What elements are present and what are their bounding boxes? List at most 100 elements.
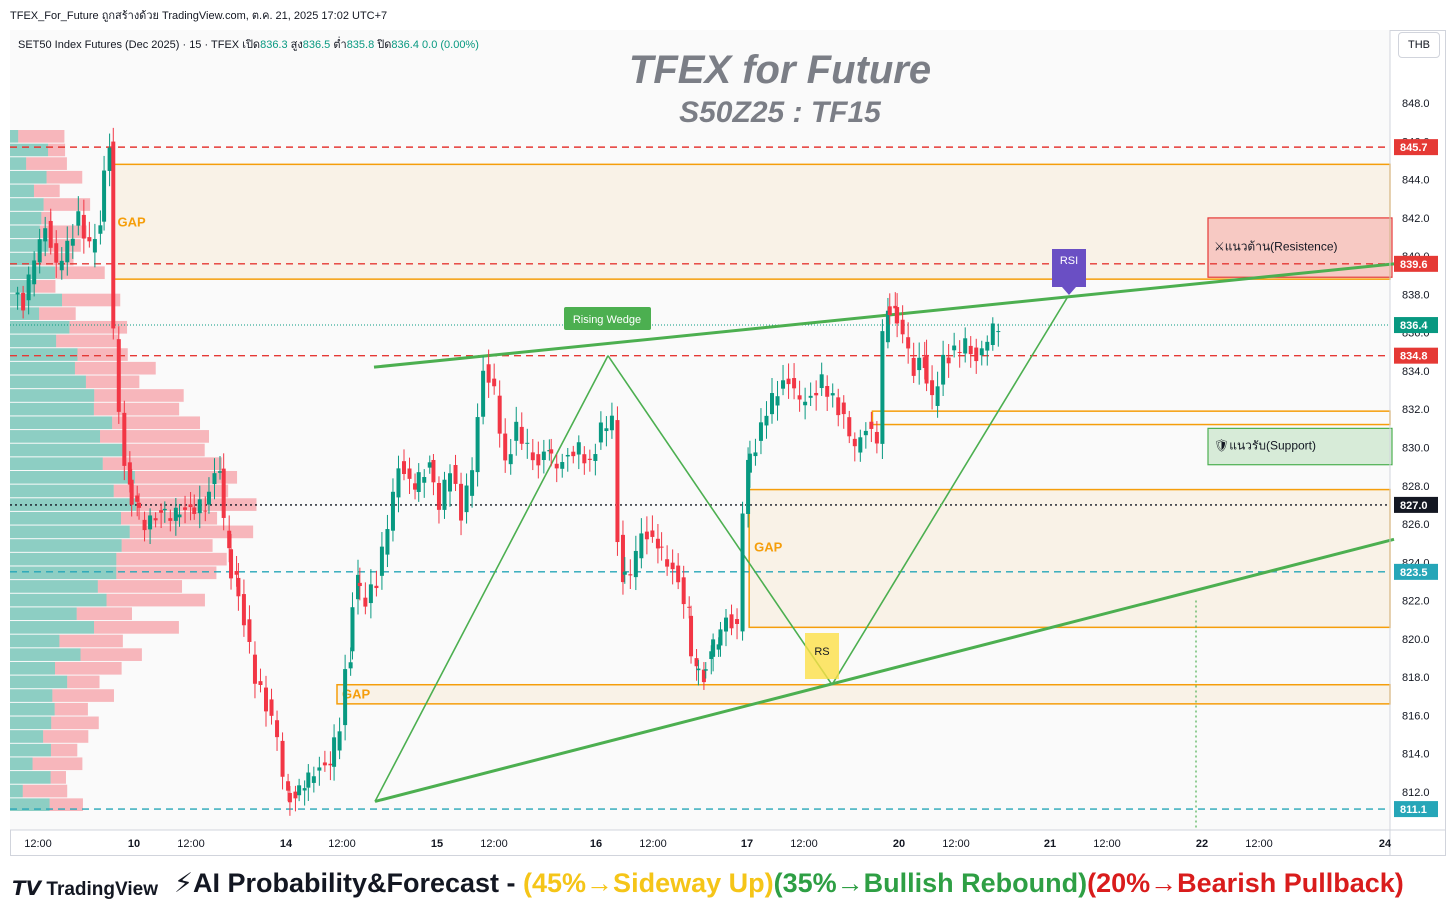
candle-body (935, 386, 940, 406)
annotations-layer: Rising Wedge RSI RS (564, 249, 1086, 679)
symbol-legend[interactable]: SET50 Index Futures (Dec 2025) · 15 · TF… (18, 35, 479, 53)
candle-body (453, 465, 458, 484)
candle-body (252, 654, 257, 684)
support-label: 🛡แนวรับ(Support) (1214, 438, 1316, 452)
candle-body (979, 348, 984, 356)
candle-body (436, 483, 441, 510)
candle-body (622, 571, 627, 575)
plot-background (10, 30, 1390, 830)
candle-body (475, 417, 480, 473)
volume-bar-sell (97, 580, 183, 593)
candle-body (885, 310, 890, 343)
candle-body (390, 491, 395, 531)
candle-body (775, 396, 780, 406)
volume-bar-sell (74, 361, 156, 375)
candle-body (464, 485, 469, 513)
candle-body (92, 239, 97, 253)
candle-body (900, 319, 905, 335)
candle-body (416, 472, 421, 493)
candle-body (770, 393, 774, 415)
time-tick-label: 24 (1379, 838, 1392, 850)
candle-body (633, 550, 638, 578)
open-label: เปิด (242, 39, 261, 51)
candle-body (911, 357, 916, 376)
price-tick-label: 812.0 (1402, 787, 1430, 799)
candle-body (644, 531, 649, 540)
price-tag-label: 836.4 (1400, 320, 1428, 332)
volume-bar-sell (26, 157, 67, 170)
volume-bar-buy (10, 716, 52, 730)
candle-body (234, 571, 239, 575)
candle-body (565, 454, 570, 457)
candle-body (183, 507, 188, 510)
resistance-zone (1207, 217, 1393, 278)
candle-body (746, 459, 751, 514)
volume-bar-sell (51, 716, 99, 730)
price-tag-label: 839.6 (1400, 259, 1428, 271)
time-tick-label: 12:00 (328, 838, 356, 850)
volume-bar-buy (10, 143, 49, 157)
low-value: 835.8 (346, 39, 375, 51)
candle-body (206, 491, 211, 505)
volume-profile (10, 130, 257, 811)
candle-body (317, 767, 322, 771)
volume-bar-buy (10, 757, 33, 771)
candle-body (689, 615, 694, 657)
candle-body (665, 559, 670, 567)
volume-bar-buy (10, 307, 40, 320)
candle-body (620, 534, 625, 583)
candle-body (541, 451, 546, 461)
candle-body (497, 395, 502, 434)
chart-canvas[interactable]: GAP GAP GAP ⚔แนวต้าน(Resistence) 🛡แนวรับ(Sup… (10, 30, 1446, 856)
volume-bar-sell (39, 307, 76, 320)
trendlines-layer (373, 262, 1395, 803)
volume-bar-buy (10, 593, 107, 607)
candle-body (203, 510, 208, 512)
time-tick-label: 12:00 (1245, 838, 1273, 850)
candle-body (946, 357, 951, 364)
volume-bar-sell (49, 798, 83, 811)
volume-bar-sell (48, 239, 81, 252)
time-tick-label: 12:00 (639, 838, 667, 850)
candle-body (974, 347, 979, 362)
candle-body (102, 170, 107, 222)
volume-bar-sell (22, 784, 68, 798)
candle-body (887, 306, 892, 316)
candle-body (332, 737, 337, 767)
candle-body (797, 395, 802, 400)
candle-body (368, 584, 373, 604)
currency-button[interactable]: THB (1398, 32, 1440, 58)
candle-body (258, 681, 263, 686)
candle-body (615, 420, 620, 543)
volume-bar-buy (10, 484, 114, 498)
candle-body (895, 307, 900, 324)
candle-body (481, 370, 486, 417)
volume-bar-buy (10, 798, 50, 811)
volume-bar-buy (10, 457, 103, 470)
volume-bar-buy (10, 621, 95, 634)
candle-body (985, 341, 990, 351)
candle-body (530, 452, 535, 461)
candle-body (963, 338, 968, 354)
volume-bar-sell (41, 211, 52, 225)
candle-body (343, 669, 348, 726)
volume-bar-sell (102, 457, 223, 470)
time-tick-label: 12:00 (177, 838, 205, 850)
tradingview-logo[interactable]: 𝙏𝙑 TradingView (12, 876, 158, 901)
wave-leg-2 (607, 355, 833, 686)
volume-bar-buy (10, 634, 60, 648)
candle-body (76, 211, 81, 226)
price-tag-label: 823.5 (1400, 567, 1428, 579)
volume-bar-sell (77, 348, 128, 361)
candle-body (952, 345, 957, 351)
lower-trendline (374, 537, 1395, 803)
volume-bar-sell (50, 743, 78, 757)
candle-body (348, 662, 353, 669)
high-label: สูง (290, 39, 303, 51)
price-tag-label: 827.0 (1400, 500, 1428, 512)
price-tag-label: 811.1 (1400, 804, 1427, 816)
volume-bar-buy (10, 730, 44, 743)
candle-body (65, 240, 70, 263)
resistance-label: ⚔แนวต้าน(Resistence) (1214, 239, 1338, 253)
candle-body (808, 395, 813, 398)
